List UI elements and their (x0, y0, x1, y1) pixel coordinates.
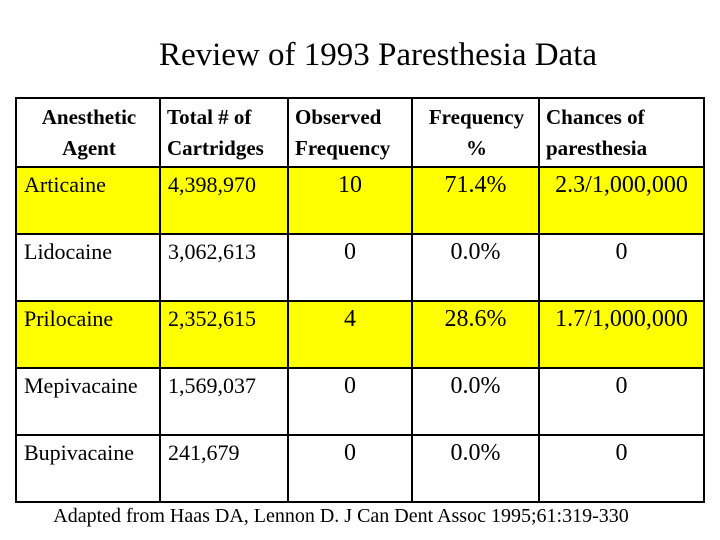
page-title: Review of 1993 Paresthesia Data (158, 37, 598, 73)
cell-chances: 1.7/1,000,000 (538, 300, 705, 369)
header-observed-frequency: Observed Frequency (287, 97, 413, 168)
header-total-cartridges: Total # of Cartridges (159, 97, 289, 168)
table-row-bupivacaine: Bupivacaine 241,679 0 0.0% 0 (15, 434, 705, 503)
cell-cartridges: 4,398,970 (159, 166, 289, 235)
cell-observed: 4 (287, 300, 413, 369)
cell-observed: 0 (287, 434, 413, 503)
cell-agent: Lidocaine (15, 233, 161, 302)
cell-observed: 10 (287, 166, 413, 235)
cell-cartridges: 1,569,037 (159, 367, 289, 436)
header-line: Agent (62, 136, 116, 160)
header-line: Total # of (167, 105, 252, 129)
table-header-row: Anesthetic Agent Total # of Cartridges O… (15, 97, 705, 168)
header-line: Chances of (546, 105, 645, 129)
cell-agent: Bupivacaine (15, 434, 161, 503)
cell-observed: 0 (287, 233, 413, 302)
cell-frequency-pct: 0.0% (411, 367, 540, 436)
header-line: paresthesia (546, 136, 648, 160)
cell-agent: Articaine (15, 166, 161, 235)
cell-frequency-pct: 0.0% (411, 434, 540, 503)
header-frequency-pct: Frequency % (411, 97, 540, 168)
header-line: Observed (295, 105, 382, 129)
header-anesthetic-agent: Anesthetic Agent (15, 97, 161, 168)
header-chances-paresthesia: Chances of paresthesia (538, 97, 705, 168)
table-row-articaine: Articaine 4,398,970 10 71.4% 2.3/1,000,0… (15, 166, 705, 235)
table-body: Articaine 4,398,970 10 71.4% 2.3/1,000,0… (15, 166, 705, 503)
cell-cartridges: 241,679 (159, 434, 289, 503)
cell-cartridges: 3,062,613 (159, 233, 289, 302)
table-row-lidocaine: Lidocaine 3,062,613 0 0.0% 0 (15, 233, 705, 302)
cell-cartridges: 2,352,615 (159, 300, 289, 369)
header-line: Frequency (428, 105, 525, 129)
header-line: % (466, 136, 487, 160)
header-line: Anesthetic (41, 105, 137, 129)
cell-frequency-pct: 71.4% (411, 166, 540, 235)
cell-chances: 0 (538, 233, 705, 302)
cell-chances: 0 (538, 367, 705, 436)
cell-chances: 0 (538, 434, 705, 503)
cell-agent: Prilocaine (15, 300, 161, 369)
cell-observed: 0 (287, 367, 413, 436)
citation-text: Adapted from Haas DA, Lennon D. J Can De… (53, 505, 629, 527)
cell-frequency-pct: 0.0% (411, 233, 540, 302)
cell-frequency-pct: 28.6% (411, 300, 540, 369)
header-line: Cartridges (167, 136, 264, 160)
table-row-mepivacaine: Mepivacaine 1,569,037 0 0.0% 0 (15, 367, 705, 436)
cell-agent: Mepivacaine (15, 367, 161, 436)
header-line: Frequency (295, 136, 391, 160)
cell-chances: 2.3/1,000,000 (538, 166, 705, 235)
table-row-prilocaine: Prilocaine 2,352,615 4 28.6% 1.7/1,000,0… (15, 300, 705, 369)
paresthesia-data-table: Anesthetic Agent Total # of Cartridges O… (15, 97, 705, 503)
